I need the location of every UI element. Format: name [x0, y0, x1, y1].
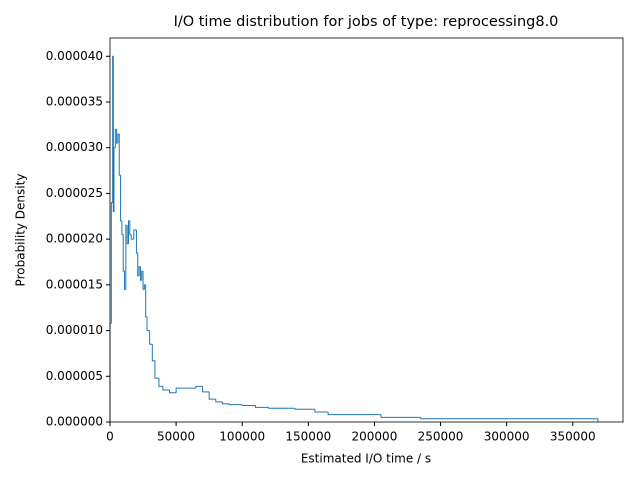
x-axis-label: Estimated I/O time / s	[301, 452, 431, 466]
histogram-step	[268, 407, 296, 409]
histogram-step	[228, 403, 243, 406]
histogram-step	[146, 316, 150, 332]
histogram-step	[139, 266, 142, 281]
histogram-step	[118, 134, 121, 176]
histogram-step	[294, 408, 315, 410]
histogram-step	[168, 390, 177, 394]
histogram-step	[208, 391, 216, 400]
histogram-step	[420, 417, 599, 422]
histogram-step	[327, 411, 382, 416]
x-tick-label: 350000	[550, 430, 596, 444]
histogram-step	[202, 386, 210, 393]
x-tick-label: 150000	[285, 430, 331, 444]
histogram-step	[113, 147, 116, 212]
histogram-step	[154, 360, 159, 379]
histogram-step	[116, 129, 118, 144]
y-tick-label: 0.000020	[46, 232, 103, 246]
histogram-step	[121, 220, 124, 236]
histogram-step	[143, 284, 146, 290]
histogram-step	[135, 230, 138, 254]
histogram-step	[162, 386, 170, 391]
histogram-step	[195, 385, 203, 389]
histogram-step	[149, 330, 153, 345]
x-tick-label: 0	[106, 430, 114, 444]
histogram-step	[221, 401, 229, 405]
histogram-step	[122, 234, 125, 272]
x-tick-label: 200000	[352, 430, 398, 444]
y-tick-label: 0.000030	[46, 140, 103, 154]
histogram-step	[130, 234, 134, 240]
histogram-step	[129, 220, 132, 236]
histogram-step	[158, 378, 163, 387]
histogram-step	[145, 284, 148, 318]
y-tick-label: 0.000000	[46, 415, 103, 429]
y-tick-label: 0.000015	[46, 277, 103, 291]
histogram-step	[380, 414, 421, 418]
histogram-step	[314, 409, 329, 413]
x-tick-label: 300000	[484, 430, 530, 444]
y-tick-label: 0.000035	[46, 95, 103, 109]
x-tick-label: 250000	[418, 430, 464, 444]
histogram-step	[120, 175, 122, 222]
histogram-step	[124, 271, 126, 290]
histogram-step	[128, 220, 130, 244]
y-tick-label: 0.000025	[46, 186, 103, 200]
y-tick-label: 0.000005	[46, 369, 103, 383]
histogram-step	[151, 344, 155, 362]
histogram-step	[110, 202, 113, 324]
y-tick-label: 0.000040	[46, 49, 103, 63]
histogram-step	[142, 271, 145, 290]
histogram-step	[241, 404, 256, 407]
y-tick-label: 0.000010	[46, 323, 103, 337]
x-tick-label: 50000	[157, 430, 195, 444]
histogram-step	[138, 266, 141, 276]
histogram-step	[254, 405, 269, 408]
plot-frame	[109, 37, 624, 423]
histogram-step	[175, 387, 183, 393]
x-tick-label: 100000	[219, 430, 265, 444]
histogram-step	[215, 399, 223, 403]
chart-title: I/O time distribution for jobs of type: …	[174, 14, 559, 30]
histogram-step	[112, 55, 114, 203]
y-axis-label: Probability Density	[14, 174, 28, 287]
histogram-step	[133, 229, 137, 240]
